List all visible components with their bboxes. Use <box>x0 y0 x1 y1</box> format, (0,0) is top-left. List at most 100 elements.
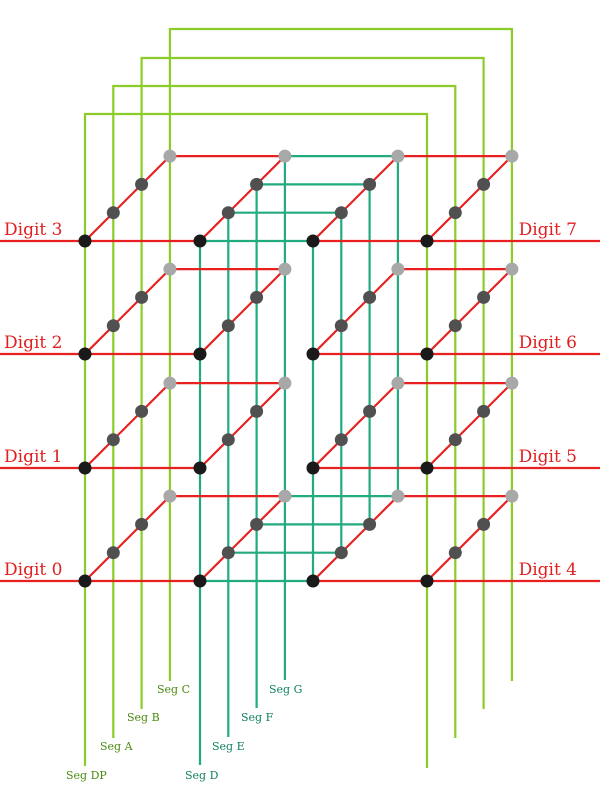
junction-node <box>221 319 235 333</box>
digit-1-diagonal <box>84 382 171 469</box>
digit-1-diagonal <box>199 382 286 469</box>
junction-node <box>163 149 177 163</box>
junction-node <box>278 376 292 390</box>
junction-node <box>306 347 320 361</box>
junction-node <box>250 290 264 304</box>
junction-node <box>306 574 320 588</box>
junction-node <box>420 461 434 475</box>
junction-node <box>477 404 491 418</box>
digit-4-diagonal <box>312 495 399 582</box>
junction-node <box>106 206 120 220</box>
junction-node <box>106 433 120 447</box>
junction-nodes <box>78 149 519 588</box>
junction-node <box>420 347 434 361</box>
junction-node <box>278 149 292 163</box>
junction-node <box>278 262 292 276</box>
junction-node <box>363 290 377 304</box>
digit-6-diagonal <box>426 268 513 355</box>
junction-node <box>334 546 348 560</box>
digit-7-diagonal <box>426 155 513 242</box>
junction-node <box>78 574 92 588</box>
junction-node <box>505 262 519 276</box>
junction-node <box>363 517 377 531</box>
junction-node <box>250 177 264 191</box>
junction-node <box>135 517 149 531</box>
junction-node <box>391 262 405 276</box>
junction-node <box>477 290 491 304</box>
junction-node <box>250 404 264 418</box>
junction-node <box>221 433 235 447</box>
segment-label-seg-e: Seg E <box>212 740 245 753</box>
digit-2-diagonal <box>84 268 171 355</box>
junction-node <box>391 149 405 163</box>
segment-label-seg-b: Seg B <box>127 711 160 724</box>
segment-line-seg-a <box>112 84 457 738</box>
junction-node <box>363 177 377 191</box>
junction-node <box>78 347 92 361</box>
middle-segment-lines <box>198 155 399 765</box>
junction-node <box>420 574 434 588</box>
junction-node <box>334 206 348 220</box>
digit-3-diagonal <box>84 155 171 242</box>
digit-label-digit-6: Digit 6 <box>519 333 577 353</box>
junction-node <box>391 489 405 503</box>
digit-label-digit-1: Digit 1 <box>4 447 62 467</box>
junction-node <box>505 376 519 390</box>
digit-label-digit-3: Digit 3 <box>4 220 62 240</box>
left-segment-lines <box>83 27 513 768</box>
segment-label-seg-f: Seg F <box>241 711 274 724</box>
labels: Digit 0 Digit 1 Digit 2 Digit 3 Digit 4 Digit… <box>4 220 577 782</box>
digit-label-digit-4: Digit 4 <box>519 560 577 580</box>
junction-node <box>448 206 462 220</box>
junction-node <box>306 234 320 248</box>
digit-label-digit-0: Digit 0 <box>4 560 62 580</box>
digit-2-diagonal <box>199 268 286 355</box>
junction-node <box>163 376 177 390</box>
junction-node <box>163 262 177 276</box>
digit-4-diagonal <box>426 495 513 582</box>
digit-0-diagonal <box>199 495 286 582</box>
segment-line-seg-dp <box>83 112 429 768</box>
junction-node <box>477 517 491 531</box>
junction-node <box>106 546 120 560</box>
segment-label-seg-c: Seg C <box>157 683 190 696</box>
junction-node <box>78 461 92 475</box>
digit-label-digit-2: Digit 2 <box>4 333 62 353</box>
junction-node <box>448 546 462 560</box>
digit-3-diagonal <box>199 155 286 242</box>
junction-node <box>448 319 462 333</box>
digit-0-diagonal <box>84 495 171 582</box>
junction-node <box>135 177 149 191</box>
junction-node <box>334 319 348 333</box>
junction-node <box>391 376 405 390</box>
segment-label-seg-a: Seg A <box>100 740 134 753</box>
junction-node <box>477 177 491 191</box>
junction-node <box>106 319 120 333</box>
digit-5-diagonal <box>426 382 513 469</box>
junction-node <box>334 433 348 447</box>
junction-node <box>221 206 235 220</box>
junction-node <box>363 404 377 418</box>
digit-6-diagonal <box>312 268 399 355</box>
junction-node <box>448 433 462 447</box>
segment-label-seg-d: Seg D <box>185 769 219 782</box>
junction-node <box>163 489 177 503</box>
digit-label-digit-5: Digit 5 <box>519 447 577 467</box>
junction-node <box>420 234 434 248</box>
junction-node <box>78 234 92 248</box>
junction-node <box>505 149 519 163</box>
junction-node <box>505 489 519 503</box>
segment-label-seg-dp: Seg DP <box>66 769 107 782</box>
digit-5-diagonal <box>312 382 399 469</box>
junction-node <box>135 404 149 418</box>
junction-node <box>193 347 207 361</box>
junction-node <box>278 489 292 503</box>
junction-node <box>250 517 264 531</box>
junction-node <box>193 574 207 588</box>
junction-node <box>193 461 207 475</box>
junction-node <box>193 234 207 248</box>
junction-node <box>221 546 235 560</box>
segment-label-seg-g: Seg G <box>269 683 302 696</box>
